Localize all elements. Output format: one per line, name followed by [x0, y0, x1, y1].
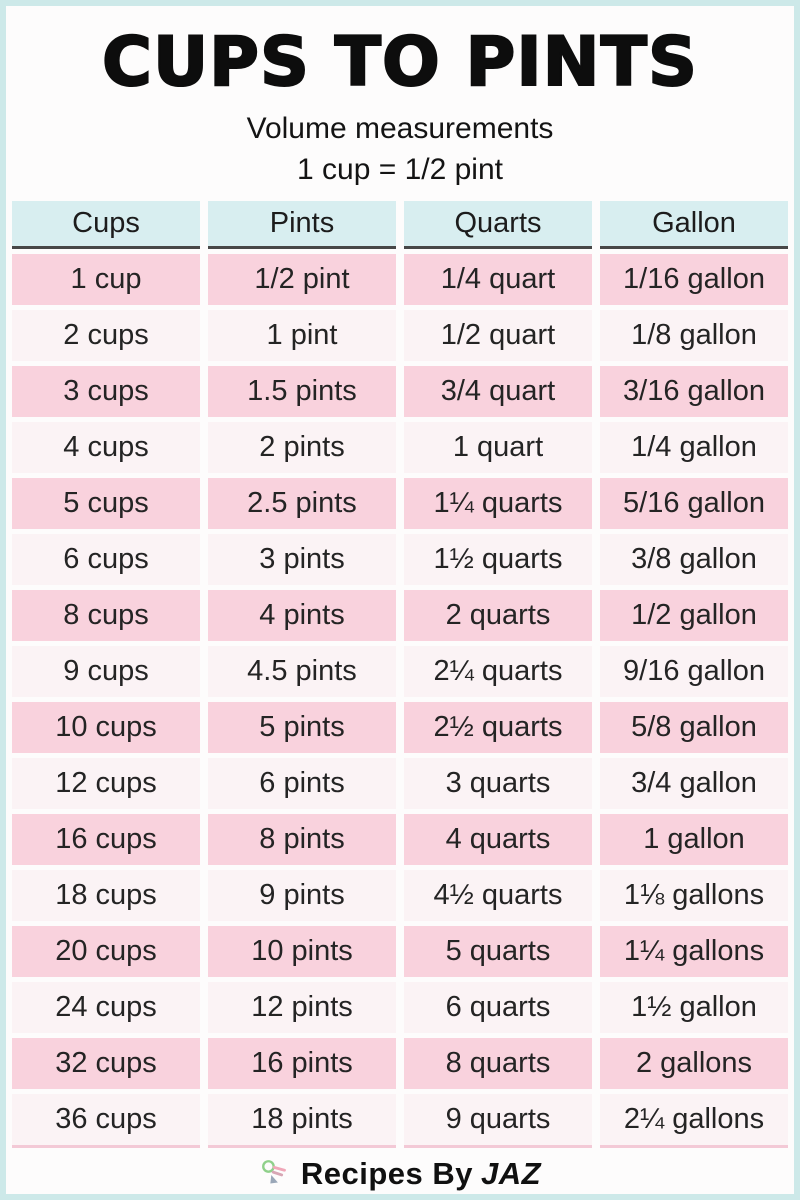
table-cell: 3/4 quart	[404, 365, 592, 417]
table-cell: 1/4 gallon	[600, 421, 788, 473]
table-cell: 8 cups	[12, 589, 200, 641]
table-cell: 1/2 pint	[208, 253, 396, 305]
table-cell: 4 cups	[12, 421, 200, 473]
table-cell: 1½ gallon	[600, 981, 788, 1033]
table-cell: 8 pints	[208, 813, 396, 865]
table-cell: 5/16 gallon	[600, 477, 788, 529]
table-cell: 4 pints	[208, 589, 396, 641]
table-cell: 20 cups	[12, 925, 200, 977]
table-cell: 2¼ quarts	[404, 645, 592, 697]
table-cell: 2.5 pints	[208, 477, 396, 529]
table-cell: 9 pints	[208, 869, 396, 921]
table-cell: 1¼ gallons	[600, 925, 788, 977]
table-cell: 3 cups	[12, 365, 200, 417]
column-header: Quarts	[404, 200, 592, 249]
table-cell: 1 quart	[404, 421, 592, 473]
column-header: Gallon	[600, 200, 788, 249]
column-header: Cups	[12, 200, 200, 249]
footer-brand: Recipes By JAZ	[6, 1156, 794, 1192]
table-cell: 5 quarts	[404, 925, 592, 977]
subtitle: Volume measurements	[246, 111, 554, 145]
table-cell: 12 pints	[208, 981, 396, 1033]
table-cell: 5 pints	[208, 701, 396, 753]
table-cell: 3/4 gallon	[600, 757, 788, 809]
table-cell: 5/8 gallon	[600, 701, 788, 753]
table-cell: 5 cups	[12, 477, 200, 529]
table-cell: 10 cups	[12, 701, 200, 753]
table-cell: 8 quarts	[404, 1037, 592, 1089]
table-cell: 16 pints	[208, 1037, 396, 1089]
table-cell: 18 cups	[12, 869, 200, 921]
table-cell: 1.5 pints	[208, 365, 396, 417]
table-cell: 1/2 gallon	[600, 589, 788, 641]
table-cell: 1½ quarts	[404, 533, 592, 585]
table-cell: 1/8 gallon	[600, 309, 788, 361]
table-cell: 6 cups	[12, 533, 200, 585]
table-cell: 1/16 gallon	[600, 253, 788, 305]
table-cell: 3 pints	[208, 533, 396, 585]
table-cell: 3/16 gallon	[600, 365, 788, 417]
table-cell: 1 pint	[208, 309, 396, 361]
column-header: Pints	[208, 200, 396, 249]
brand-text: Recipes By	[300, 1155, 474, 1191]
table-cell: 9/16 gallon	[600, 645, 788, 697]
table-cell: 3/8 gallon	[600, 533, 788, 585]
table-cell: 4.5 pints	[208, 645, 396, 697]
table-cell: 10 pints	[208, 925, 396, 977]
table-cell: 1 cup	[12, 253, 200, 305]
table-cell: 9 cups	[12, 645, 200, 697]
table-cell: 1¼ quarts	[404, 477, 592, 529]
table-cell: 32 cups	[12, 1037, 200, 1089]
table-cell: 2 gallons	[600, 1037, 788, 1089]
table-cell: 2¼ gallons	[600, 1093, 788, 1148]
whisk-icon	[261, 1159, 286, 1184]
table-cell: 4½ quarts	[404, 869, 592, 921]
page-title: CUPS TO PINTS	[101, 23, 698, 102]
table-cell: 2 pints	[208, 421, 396, 473]
conversion-table: Cups Pints Quarts Gallon 1 cup 1/2 pint 1/4 qu…	[12, 200, 788, 1148]
table-cell: 1 gallon	[600, 813, 788, 865]
table-cell: 2½ quarts	[404, 701, 592, 753]
table-cell: 3 quarts	[404, 757, 592, 809]
conversion-formula: 1 cup = 1/2 pint	[297, 152, 503, 186]
table-cell: 9 quarts	[404, 1093, 592, 1148]
table-cell: 12 cups	[12, 757, 200, 809]
brand-name: JAZ	[481, 1155, 542, 1191]
table-cell: 16 cups	[12, 813, 200, 865]
table-cell: 4 quarts	[404, 813, 592, 865]
table-cell: 36 cups	[12, 1093, 200, 1148]
table-cell: 1⅛ gallons	[600, 869, 788, 921]
table-cell: 2 quarts	[404, 589, 592, 641]
table-cell: 6 pints	[208, 757, 396, 809]
table-cell: 6 quarts	[404, 981, 592, 1033]
table-cell: 2 cups	[12, 309, 200, 361]
table-cell: 1/4 quart	[404, 253, 592, 305]
table-cell: 24 cups	[12, 981, 200, 1033]
table-cell: 1/2 quart	[404, 309, 592, 361]
table-cell: 18 pints	[208, 1093, 396, 1148]
